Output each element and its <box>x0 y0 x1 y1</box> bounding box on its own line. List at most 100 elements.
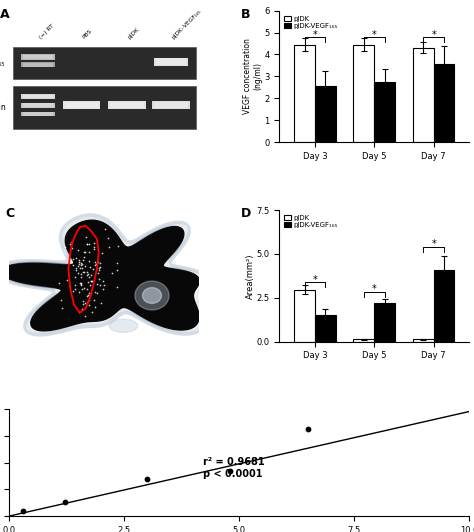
Point <box>90 245 98 253</box>
Text: A: A <box>0 8 9 21</box>
Point <box>84 278 92 286</box>
Point <box>78 264 86 272</box>
Point <box>93 288 100 297</box>
Point <box>91 261 99 270</box>
Point <box>66 240 74 248</box>
Point <box>96 281 104 289</box>
Point <box>305 425 312 433</box>
Point <box>61 498 68 506</box>
Point <box>78 269 85 278</box>
Point <box>83 298 91 306</box>
Bar <box>374 303 395 342</box>
Bar <box>21 94 55 99</box>
Point <box>74 245 82 254</box>
Point <box>74 262 82 270</box>
Point <box>79 297 86 305</box>
Point <box>97 263 104 271</box>
Point <box>94 257 101 266</box>
Point <box>115 242 122 251</box>
Point <box>90 239 98 247</box>
Point <box>91 287 99 296</box>
Ellipse shape <box>143 288 162 303</box>
Bar <box>294 290 315 342</box>
Point <box>99 277 107 286</box>
Point <box>75 260 83 268</box>
Point <box>55 278 63 287</box>
Point <box>79 268 86 276</box>
Text: *: * <box>372 284 377 294</box>
Point <box>89 265 97 273</box>
Point <box>144 475 151 483</box>
Point <box>86 295 93 304</box>
Bar <box>23 63 53 66</box>
Point <box>81 248 89 256</box>
Text: C: C <box>6 207 15 220</box>
Point <box>75 256 83 264</box>
Point <box>62 249 69 257</box>
Point <box>69 287 76 295</box>
Point <box>97 259 104 268</box>
Point <box>71 272 79 281</box>
Point <box>88 277 95 285</box>
Bar <box>23 103 53 107</box>
Point <box>19 506 27 515</box>
Bar <box>374 82 395 142</box>
Bar <box>21 103 55 108</box>
Point <box>67 237 75 246</box>
Point <box>78 260 86 268</box>
Legend: pJDK, pJDK-VEGF₁₆₅: pJDK, pJDK-VEGF₁₆₅ <box>283 14 339 30</box>
Point <box>100 285 107 294</box>
Point <box>84 270 92 279</box>
Point <box>93 280 100 288</box>
Point <box>82 232 89 241</box>
Bar <box>154 58 188 65</box>
Text: VEGF₁₆₅: VEGF₁₆₅ <box>0 59 6 68</box>
Point <box>79 300 86 309</box>
Point <box>77 278 84 287</box>
Point <box>83 240 91 248</box>
Point <box>100 281 108 289</box>
Point <box>60 245 68 254</box>
Point <box>80 284 87 292</box>
Point <box>95 264 103 272</box>
Point <box>83 240 91 248</box>
Point <box>96 266 103 275</box>
Point <box>91 243 98 251</box>
Point <box>91 303 99 311</box>
Text: *: * <box>431 239 436 250</box>
Point <box>56 251 64 260</box>
Point <box>82 312 89 321</box>
Text: β-actin: β-actin <box>0 103 6 112</box>
Point <box>88 308 96 317</box>
Point <box>69 255 77 264</box>
Bar <box>21 62 55 67</box>
Bar <box>315 86 336 142</box>
Point <box>76 278 83 287</box>
Bar <box>110 102 144 109</box>
Text: *: * <box>431 30 436 40</box>
Point <box>77 259 85 267</box>
Bar <box>109 101 146 109</box>
Point <box>80 268 87 277</box>
Point <box>58 304 66 312</box>
Point <box>88 277 95 285</box>
Point <box>101 225 109 233</box>
Bar <box>156 59 186 65</box>
Point <box>68 244 75 252</box>
Point <box>98 298 105 307</box>
Polygon shape <box>1 220 200 331</box>
Bar <box>354 339 374 342</box>
Point <box>85 301 92 309</box>
Point <box>104 234 111 242</box>
Bar <box>23 95 53 98</box>
Legend: pJDK, pJDK-VEGF₁₆₅: pJDK, pJDK-VEGF₁₆₅ <box>283 213 339 230</box>
Point <box>86 290 93 299</box>
Point <box>91 258 99 267</box>
Point <box>87 271 94 279</box>
Y-axis label: VEGF concentration
(ng/ml): VEGF concentration (ng/ml) <box>243 38 263 114</box>
Text: r² = 0.9681
p < 0.0001: r² = 0.9681 p < 0.0001 <box>202 458 264 479</box>
Point <box>78 285 85 294</box>
Point <box>114 259 121 267</box>
Point <box>72 265 80 274</box>
Point <box>108 268 116 277</box>
